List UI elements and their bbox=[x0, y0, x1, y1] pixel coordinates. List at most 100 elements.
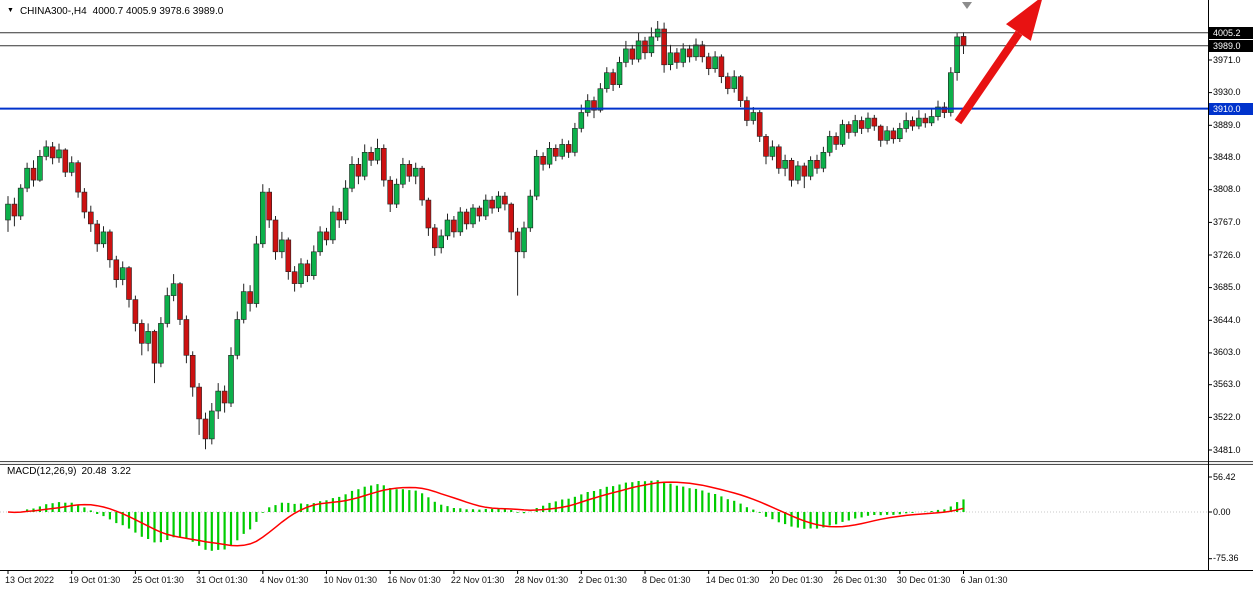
bear-candle bbox=[291, 271, 298, 284]
panel-splitter[interactable] bbox=[0, 461, 1253, 465]
bull-candle bbox=[5, 203, 11, 221]
bull-candle bbox=[495, 195, 502, 209]
bull-candle bbox=[298, 263, 304, 284]
bull-candle bbox=[865, 117, 871, 129]
bear-candle bbox=[686, 48, 693, 58]
time-axis-label: 28 Nov 01:30 bbox=[514, 575, 569, 585]
bear-candle bbox=[336, 211, 343, 221]
bear-candle bbox=[126, 267, 132, 300]
bear-candle bbox=[132, 299, 139, 324]
bull-candle bbox=[240, 291, 247, 320]
bear-candle bbox=[661, 28, 667, 66]
price-tick-label: 3644.0 bbox=[1213, 314, 1241, 325]
bull-candle bbox=[903, 120, 910, 129]
bear-candle bbox=[221, 390, 228, 404]
bull-candle bbox=[533, 156, 540, 197]
bear-candle bbox=[801, 165, 808, 177]
bull-candle bbox=[896, 128, 903, 139]
bull-candle bbox=[317, 231, 323, 253]
bull-candle bbox=[947, 72, 954, 113]
bull-candle bbox=[731, 76, 738, 89]
bull-candle bbox=[215, 390, 221, 412]
bull-candle bbox=[928, 116, 935, 124]
time-axis-label: 20 Dec 01:30 bbox=[769, 575, 823, 585]
macd-histogram bbox=[13, 480, 965, 551]
bear-candle bbox=[247, 291, 253, 304]
trend-arrow-annotation[interactable] bbox=[954, 0, 1043, 125]
time-axis-label: 22 Nov 01:30 bbox=[450, 575, 505, 585]
badge-text: 3910.0 bbox=[1213, 103, 1241, 114]
badge-text: 3989.0 bbox=[1213, 40, 1241, 51]
bear-candle bbox=[272, 219, 279, 253]
badge-text: 4005.2 bbox=[1213, 27, 1241, 38]
bull-candle bbox=[852, 120, 859, 133]
price-scale[interactable]: 3971.0 3930.0 3889.0 3848.0 3808.0 3767.0 3726… bbox=[1209, 0, 1253, 570]
macd-name: MACD(12,26,9) bbox=[7, 466, 77, 477]
bear-candle bbox=[285, 239, 292, 272]
bear-candle bbox=[387, 179, 394, 205]
bull-candle bbox=[635, 40, 642, 60]
bull-candle bbox=[584, 100, 591, 113]
bull-candle bbox=[393, 183, 400, 205]
bear-candle bbox=[814, 160, 820, 169]
bear-candle bbox=[49, 146, 56, 159]
time-scale[interactable]: 13 Oct 2022 19 Oct 01:30 25 Oct 01:30 31 Oc… bbox=[0, 571, 1208, 594]
bear-candle bbox=[763, 136, 769, 157]
bull-candle bbox=[24, 167, 30, 189]
last-price-badge: 3989.0 bbox=[1209, 39, 1253, 52]
time-scale-border bbox=[0, 570, 1253, 571]
macd-main-value: 20.48 bbox=[81, 466, 107, 477]
bear-candle bbox=[81, 191, 88, 213]
bear-candle bbox=[183, 319, 190, 356]
bull-candle bbox=[807, 160, 814, 177]
axis-ticks bbox=[7, 59, 1212, 574]
bull-candle bbox=[361, 152, 368, 177]
bull-candle bbox=[100, 231, 107, 245]
symbol-dropdown-icon[interactable]: ▼ bbox=[7, 7, 14, 14]
bull-candle bbox=[546, 148, 553, 165]
bear-candle bbox=[323, 231, 330, 241]
bull-candle bbox=[954, 36, 960, 74]
bear-candle bbox=[788, 160, 795, 181]
bear-candle bbox=[845, 124, 852, 133]
bear-candle bbox=[552, 148, 559, 157]
bull-candle bbox=[572, 128, 578, 153]
bull-candle bbox=[412, 167, 419, 177]
ask-price-badge: 4005.2 bbox=[1209, 26, 1253, 39]
bear-candle bbox=[139, 323, 145, 344]
bull-candle bbox=[145, 331, 151, 344]
bear-candle bbox=[355, 164, 362, 177]
bull-candle bbox=[400, 164, 406, 185]
price-tick-label: 3767.0 bbox=[1213, 216, 1241, 227]
time-axis-label: 13 Oct 2022 bbox=[5, 575, 55, 585]
bull-candle bbox=[769, 146, 776, 157]
bull-candle bbox=[330, 211, 336, 241]
time-axis-label: 26 Dec 01:30 bbox=[833, 575, 887, 585]
bull-candle bbox=[884, 130, 890, 141]
bear-candle bbox=[196, 386, 202, 420]
bear-candle bbox=[380, 148, 387, 181]
bull-candle bbox=[170, 283, 177, 296]
bull-candle bbox=[279, 239, 285, 253]
bear-candle bbox=[737, 76, 744, 101]
bear-candle bbox=[11, 203, 18, 217]
bear-candle bbox=[476, 207, 483, 217]
bull-candle bbox=[228, 354, 234, 404]
bear-candle bbox=[877, 125, 884, 141]
bull-candle bbox=[623, 48, 629, 63]
bear-candle bbox=[514, 231, 521, 253]
bull-candle bbox=[782, 160, 788, 169]
bear-candle bbox=[642, 40, 648, 54]
chart-shift-marker[interactable] bbox=[962, 2, 972, 9]
bull-candle bbox=[648, 36, 655, 54]
bull-candle bbox=[482, 199, 489, 217]
ohlc-values: 4000.7 4005.9 3978.6 3989.0 bbox=[92, 6, 224, 17]
bear-candle bbox=[718, 56, 725, 77]
time-axis-label: 4 Nov 01:30 bbox=[259, 575, 309, 585]
bear-candle bbox=[189, 354, 196, 388]
price-tick-label: 3808.0 bbox=[1213, 184, 1241, 195]
candlestick-series bbox=[5, 21, 967, 450]
bull-candle bbox=[559, 144, 566, 157]
bear-candle bbox=[463, 211, 470, 225]
